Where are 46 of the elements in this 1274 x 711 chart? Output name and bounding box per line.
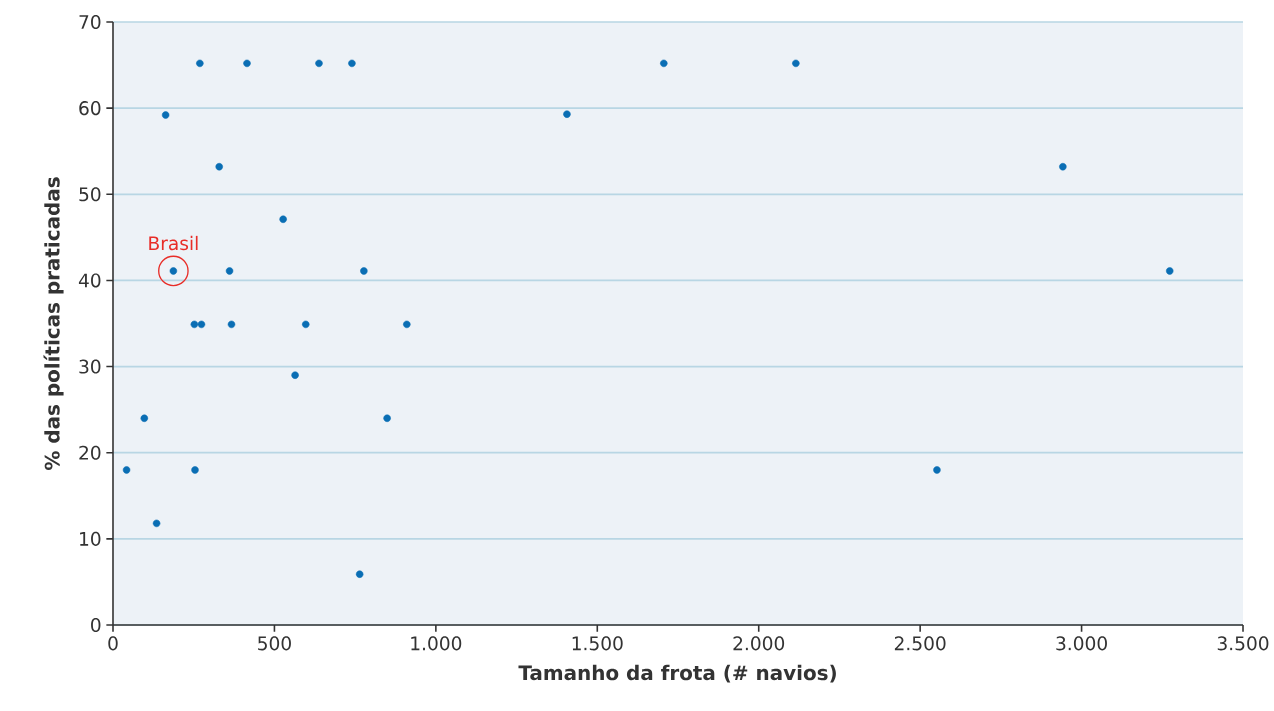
point (348, 59, 356, 68)
point (355, 570, 364, 578)
y-tick-label: 40 (78, 273, 101, 288)
point (190, 320, 199, 329)
point (279, 215, 287, 223)
y-tick-label: 30 (79, 359, 101, 374)
y-tick-label: 20 (79, 445, 101, 460)
point (933, 466, 941, 474)
x-tick-label: 0 (108, 636, 118, 651)
x-tick-label: 2.000 (733, 636, 785, 651)
point (315, 59, 323, 68)
y-tick-label: 0 (91, 617, 101, 633)
point (302, 320, 310, 329)
x-tick-label: 1.500 (572, 636, 623, 651)
point (660, 59, 668, 68)
x-axis-title: Tamanho da frota (# navios) (518, 664, 836, 683)
point (243, 59, 251, 68)
point (1166, 267, 1174, 275)
point (383, 414, 391, 422)
y-tick-label: 70 (79, 14, 101, 30)
point (152, 519, 161, 528)
x-tick-label: 3.500 (1217, 636, 1269, 651)
point (191, 466, 199, 474)
point (225, 267, 234, 275)
point (792, 59, 800, 68)
x-tick-label: 3.000 (1056, 636, 1107, 651)
y-tick-label: 50 (79, 187, 101, 202)
y-tick-label: 60 (79, 101, 101, 116)
point (1059, 163, 1067, 171)
x-tick-label: 500 (258, 636, 291, 651)
point (197, 320, 206, 329)
y-axis-title: % das políticas praticadas (43, 177, 64, 470)
point (403, 320, 411, 329)
x-tick-label: 1.000 (411, 636, 462, 651)
point (196, 59, 204, 68)
point (140, 414, 149, 422)
point (227, 320, 236, 329)
point (122, 466, 131, 474)
point (563, 110, 571, 118)
annotation: Brasil (149, 235, 198, 251)
point (360, 267, 368, 275)
point (161, 111, 170, 119)
x-tick-label: 2.500 (894, 636, 946, 651)
point (291, 371, 299, 379)
y-tick-label: 10 (80, 531, 101, 546)
point (215, 163, 223, 171)
